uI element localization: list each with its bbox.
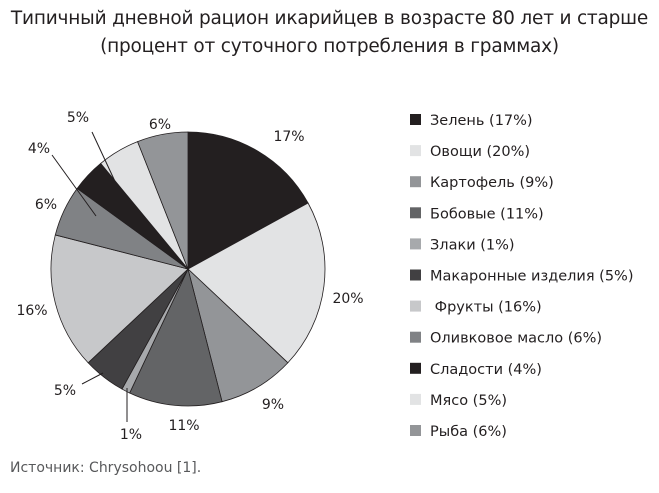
leader-line [81, 372, 104, 385]
slice-label: 20% [332, 291, 363, 307]
pie-slice [129, 267, 223, 407]
legend-swatch [410, 362, 421, 374]
pie-slice [187, 131, 309, 270]
legend-label: Зелень (17%) [430, 113, 533, 129]
legend-swatch [410, 425, 421, 436]
legend-label: Рыба (6%) [430, 424, 507, 440]
legend-swatch [410, 269, 421, 281]
slice-label: 6% [149, 117, 171, 133]
legend-swatch [410, 331, 421, 343]
slice-label: 6% [35, 197, 57, 213]
slice-label: 17% [273, 129, 304, 145]
slice-label: 9% [262, 397, 284, 413]
legend-label: Оливковое масло (6%) [430, 331, 602, 347]
legend-swatch [410, 176, 421, 188]
legend-label: Бобовые (11%) [430, 206, 544, 222]
leader-line [51, 154, 97, 217]
pie-slice [187, 202, 326, 364]
pie-slice [50, 234, 189, 364]
slice-label: 4% [28, 141, 50, 157]
slice-label: 5% [54, 383, 76, 399]
slice-label: 5% [67, 110, 89, 126]
legend-label: Мясо (5%) [430, 393, 507, 409]
legend-label: Овощи (20%) [430, 144, 530, 160]
source-note: Источник: Chrysohoou [1]. [10, 460, 202, 476]
legend-label: Макаронные изделия (5%) [430, 269, 633, 285]
pie-slice [137, 131, 189, 270]
legend-label: Сладости (4%) [430, 362, 542, 378]
chart-title: Типичный дневной рацион икарийцев в возр… [10, 8, 649, 29]
slice-label: 16% [16, 303, 47, 319]
legend-swatch [410, 145, 421, 157]
legend-swatch [410, 114, 421, 125]
legend-swatch [410, 238, 421, 250]
legend-swatch [410, 300, 421, 312]
legend-swatch [410, 207, 421, 219]
legend-label: Злаки (1%) [430, 237, 515, 253]
leader-line [91, 131, 120, 191]
legend-label: Фрукты (16%) [430, 300, 542, 316]
slice-label: 11% [168, 418, 199, 434]
legend-label: Картофель (9%) [430, 175, 554, 191]
chart-subtitle: (процент от суточного потребления в грам… [100, 36, 559, 57]
legend-swatch [410, 393, 421, 405]
slice-label: 1% [120, 427, 142, 443]
